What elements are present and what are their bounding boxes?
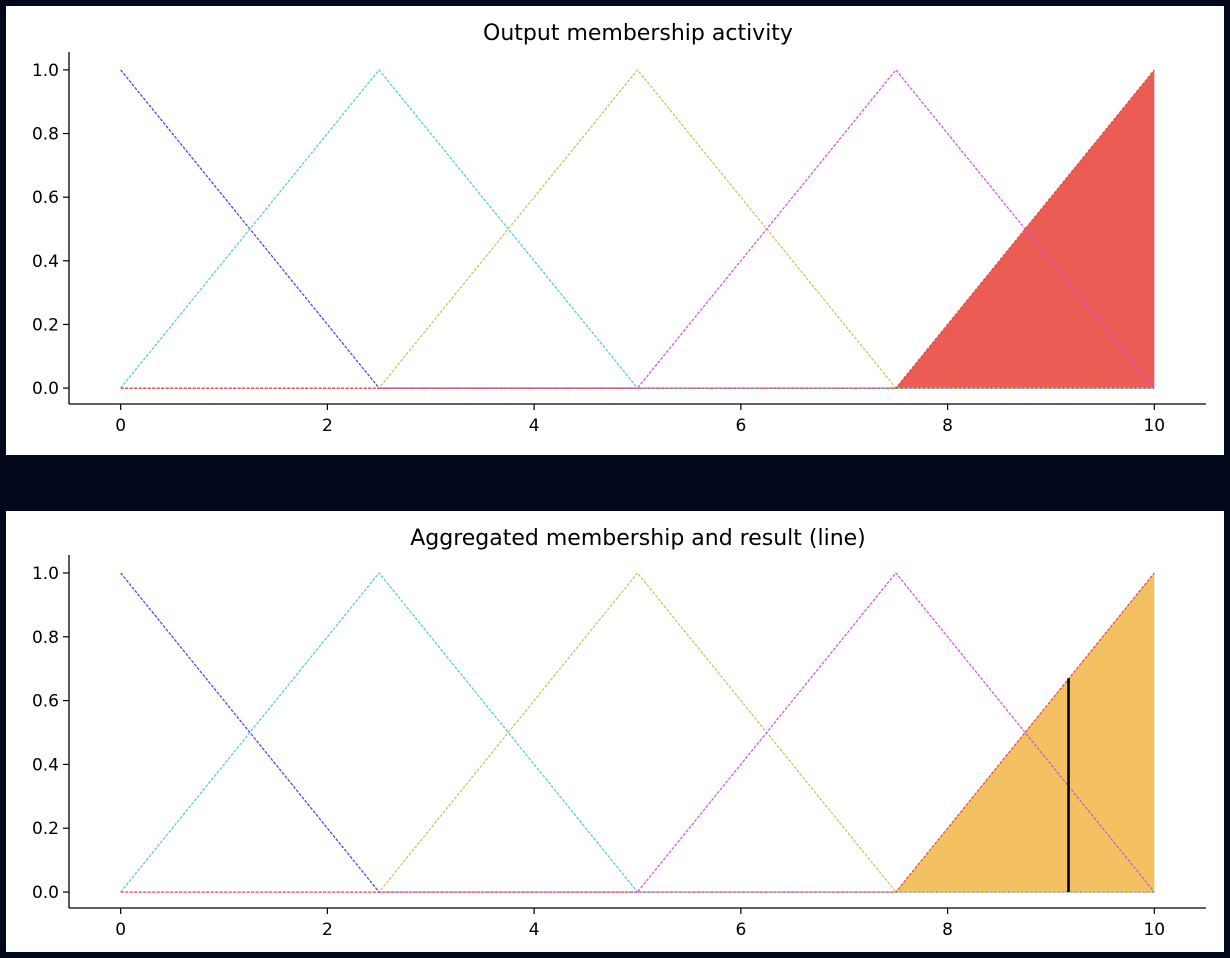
- x-tick-label: 2: [322, 920, 333, 940]
- y-tick-label: 0.8: [32, 125, 59, 145]
- y-tick-label: 0.2: [32, 315, 59, 335]
- x-tick-label: 8: [942, 920, 953, 940]
- x-tick-label: 6: [735, 920, 746, 940]
- y-tick-label: 0.6: [32, 188, 59, 208]
- y-tick-label: 0.4: [32, 252, 59, 272]
- x-tick-label: 10: [1143, 416, 1165, 436]
- y-tick-label: 1.0: [32, 564, 59, 584]
- x-tick-label: 2: [322, 416, 333, 436]
- y-tick-label: 0.0: [32, 883, 59, 903]
- x-tick-label: 0: [115, 920, 126, 940]
- y-tick-label: 0.4: [32, 755, 59, 775]
- chart-title: Aggregated membership and result (line): [410, 526, 866, 551]
- y-tick-label: 0.6: [32, 692, 59, 712]
- y-tick-label: 0.8: [32, 628, 59, 648]
- aggregated-membership-chart: Aggregated membership and result (line) …: [32, 526, 1206, 940]
- x-tick-label: 10: [1143, 920, 1165, 940]
- x-tick-label: 8: [942, 416, 953, 436]
- bottom-chart-panel: Aggregated membership and result (line) …: [6, 511, 1224, 952]
- chart-title: Output membership activity: [483, 21, 793, 46]
- x-tick-label: 6: [735, 416, 746, 436]
- top-chart-panel: Output membership activity 0 2 4 6 8 10 0.0 0.2…: [6, 6, 1224, 455]
- membership-activity-chart: Output membership activity 0 2 4 6 8 10 0.0 0.2…: [32, 21, 1206, 436]
- membership-series-line: [120, 69, 1155, 389]
- x-tick-label: 0: [115, 416, 126, 436]
- y-tick-label: 0.2: [32, 819, 59, 839]
- x-tick-label: 4: [529, 416, 540, 436]
- membership-series-line: [120, 572, 1155, 893]
- x-tick-label: 4: [529, 920, 540, 940]
- y-tick-label: 1.0: [32, 61, 59, 81]
- y-tick-label: 0.0: [32, 379, 59, 399]
